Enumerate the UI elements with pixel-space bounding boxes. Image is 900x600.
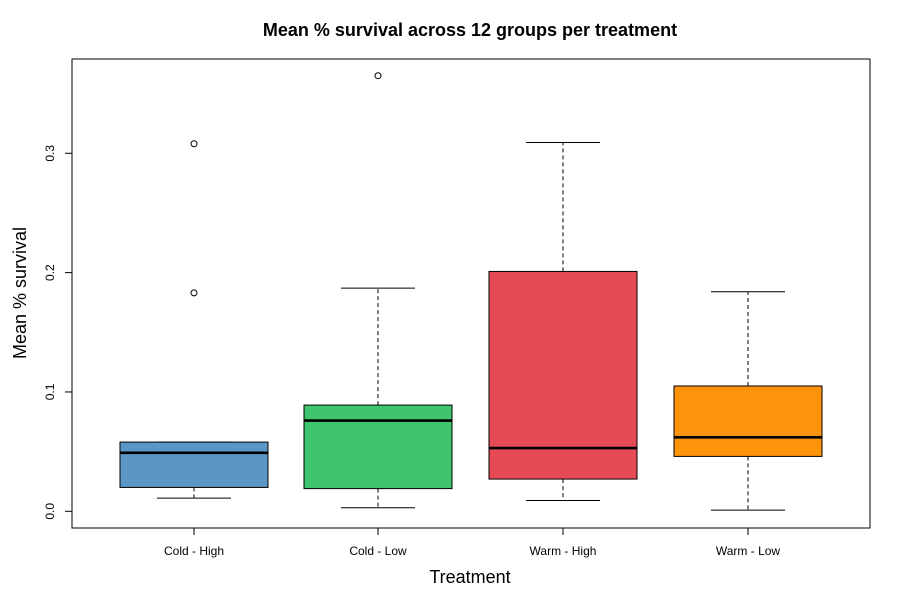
outlier-point bbox=[374, 72, 382, 80]
box-group bbox=[488, 142, 638, 502]
outlier-point bbox=[190, 289, 198, 297]
box-iqr bbox=[119, 441, 269, 488]
y-tick-label: 0.3 bbox=[43, 145, 57, 162]
y-tick-label: 0.2 bbox=[43, 264, 57, 281]
x-tick-label: Cold - High bbox=[164, 544, 224, 558]
x-axis-title: Treatment bbox=[429, 567, 510, 587]
y-axis: 0.0 0.1 0.2 0.3 bbox=[43, 145, 73, 520]
box-group bbox=[673, 291, 823, 511]
x-tick-label: Warm - High bbox=[530, 544, 597, 558]
y-tick-label: 0.1 bbox=[43, 383, 57, 400]
x-axis: Cold - High Cold - Low Warm - High Warm - L… bbox=[164, 527, 781, 558]
box-group bbox=[119, 140, 269, 499]
boxes-layer bbox=[119, 72, 823, 511]
box-group bbox=[303, 72, 453, 509]
box-iqr bbox=[488, 270, 638, 480]
y-tick-label: 0.0 bbox=[43, 503, 57, 520]
x-tick-label: Cold - Low bbox=[349, 544, 407, 558]
x-tick-label: Warm - Low bbox=[716, 544, 781, 558]
box-iqr bbox=[303, 404, 453, 490]
chart-title: Mean % survival across 12 groups per tre… bbox=[263, 20, 677, 40]
box-iqr bbox=[673, 385, 823, 457]
y-axis-title: Mean % survival bbox=[10, 227, 30, 359]
outlier-point bbox=[190, 140, 198, 148]
